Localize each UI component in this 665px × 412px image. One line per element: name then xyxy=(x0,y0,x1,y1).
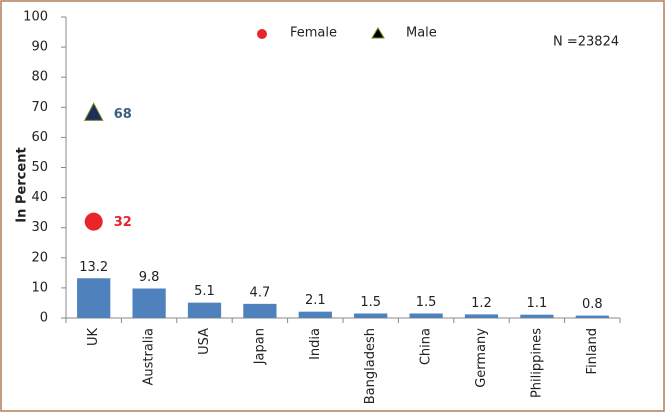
value-label: 0.8 xyxy=(582,297,603,312)
bar xyxy=(187,302,222,318)
marker xyxy=(83,102,104,121)
x-tick-label: India xyxy=(308,328,323,360)
annotation: N =23824 xyxy=(553,35,619,50)
marker-label: 68 xyxy=(114,107,132,122)
marker xyxy=(84,212,103,231)
marker-label: 32 xyxy=(114,215,132,230)
x-tick-label: Germany xyxy=(474,328,489,388)
y-axis-label: In Percent xyxy=(15,147,30,222)
y-tick-label: 30 xyxy=(31,220,48,235)
x-tick-label: Philippines xyxy=(529,328,544,398)
x-tick-label: Bangladesh xyxy=(363,328,378,404)
value-label: 13.2 xyxy=(79,260,108,275)
bar xyxy=(298,311,332,318)
y-tick-label: 90 xyxy=(31,40,48,55)
y-tick-label: 70 xyxy=(31,100,48,115)
bar xyxy=(243,303,277,318)
legend-label: Female xyxy=(290,26,337,41)
x-tick-label: UK xyxy=(86,328,101,347)
y-tick-label: 60 xyxy=(31,130,48,145)
value-label: 2.1 xyxy=(305,293,326,308)
y-tick-label: 100 xyxy=(23,10,48,25)
y-tick-label: 10 xyxy=(31,280,48,295)
legend-marker xyxy=(371,27,385,39)
y-tick-label: 20 xyxy=(31,250,48,265)
bar xyxy=(464,314,499,318)
y-tick-label: 80 xyxy=(31,70,48,85)
bar xyxy=(132,288,166,318)
value-label: 1.5 xyxy=(360,295,381,310)
x-tick-label: China xyxy=(419,328,434,365)
x-tick-label: USA xyxy=(197,328,212,355)
value-label: 1.5 xyxy=(416,295,437,310)
x-tick-label: Australia xyxy=(142,328,157,386)
legend-label: Male xyxy=(406,26,437,41)
bar xyxy=(354,313,388,318)
y-tick-label: 40 xyxy=(31,190,48,205)
bar xyxy=(77,278,111,318)
value-label: 5.1 xyxy=(194,284,215,299)
legend-marker xyxy=(257,29,267,39)
value-label: 1.1 xyxy=(527,296,548,311)
y-tick-label: 0 xyxy=(40,311,48,326)
y-tick-label: 50 xyxy=(31,160,48,175)
bar xyxy=(575,315,609,318)
value-label: 4.7 xyxy=(250,285,271,300)
x-tick-label: Japan xyxy=(252,328,267,365)
bar xyxy=(409,313,443,318)
bar xyxy=(520,314,554,318)
x-tick-label: Finland xyxy=(585,328,600,374)
value-label: 9.8 xyxy=(139,270,160,285)
value-label: 1.2 xyxy=(471,296,492,311)
